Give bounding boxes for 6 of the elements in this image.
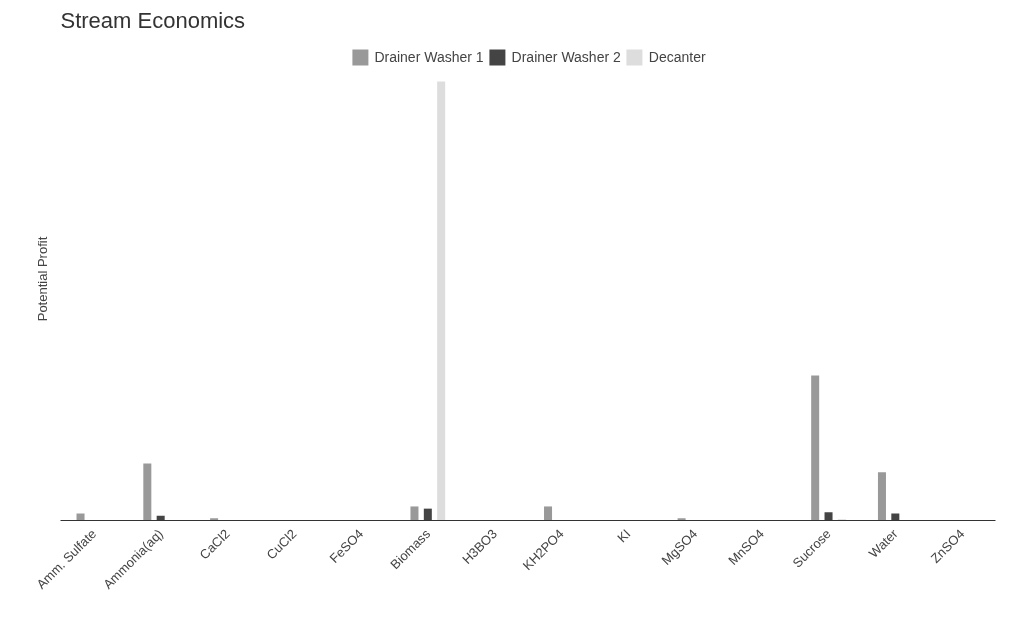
legend-label: Drainer Washer 1	[374, 49, 484, 65]
chart-title: Stream Economics	[60, 7, 246, 33]
legend-label: Drainer Washer 2	[511, 49, 621, 65]
legend-label: Decanter	[648, 49, 706, 65]
y-axis-title: Potential Profit	[34, 236, 50, 322]
x-tick-label: KI	[614, 526, 634, 546]
